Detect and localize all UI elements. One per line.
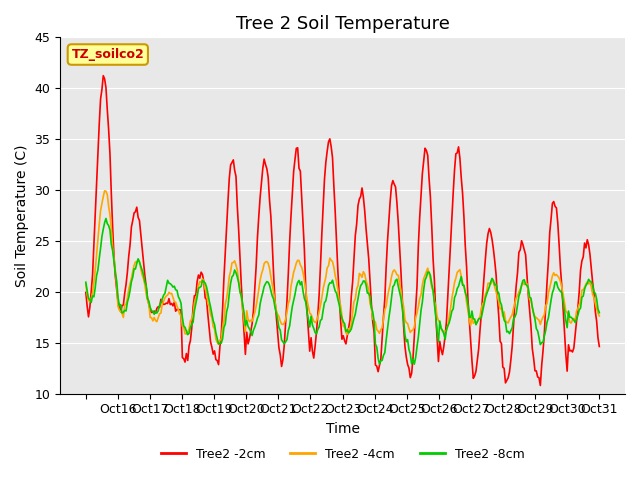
Legend: Tree2 -2cm, Tree2 -4cm, Tree2 -8cm: Tree2 -2cm, Tree2 -4cm, Tree2 -8cm [156, 443, 529, 466]
Text: TZ_soilco2: TZ_soilco2 [72, 48, 144, 61]
Title: Tree 2 Soil Temperature: Tree 2 Soil Temperature [236, 15, 449, 33]
Y-axis label: Soil Temperature (C): Soil Temperature (C) [15, 144, 29, 287]
X-axis label: Time: Time [326, 422, 360, 436]
